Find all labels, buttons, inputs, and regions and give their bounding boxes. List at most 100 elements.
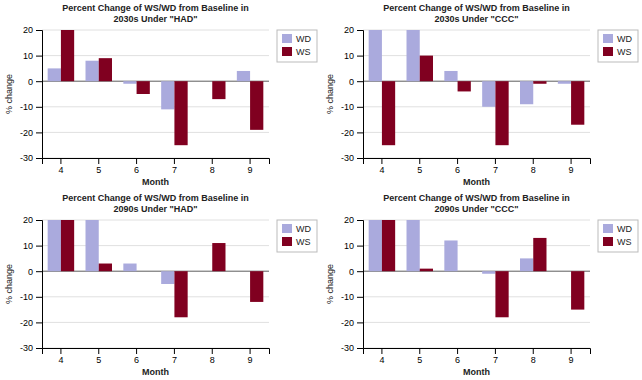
figure: -30-20-1001020456789Percent Change of WS… [0,0,642,380]
tick-label: 7 [493,165,498,175]
tick-label: 5 [96,355,101,365]
grid [363,30,590,158]
series [382,220,584,317]
tick-mark [36,297,42,298]
y-axis-title: % change [4,74,14,114]
tick-mark [457,348,458,354]
legend-swatch [603,237,613,246]
grid-line [42,271,269,272]
tick-label: 0 [349,267,354,277]
legend-label: WD [617,34,632,44]
bar [174,81,187,145]
tick: 7 [172,158,177,175]
tick-mark [136,158,137,164]
tick-mark [174,158,175,164]
tick: 8 [210,348,215,365]
tick-label: 0 [28,267,33,277]
grid-line [42,322,269,323]
axis-line [357,221,364,349]
tick: -10 [341,102,363,112]
legend-label: WS [617,47,632,57]
tick-mark [36,246,42,247]
bar [444,71,457,81]
tick: 8 [531,348,536,365]
legend-swatch [282,47,292,56]
bar [61,220,74,271]
tick: 9 [248,348,253,365]
tick-label: -20 [341,128,354,138]
tick-label: 7 [172,355,177,365]
bar [212,243,225,271]
x-axis-title: Month [142,367,169,377]
title-line: Percent Change of WS/WD from Baseline in [62,193,249,203]
tick: 8 [210,158,215,175]
bar [558,271,571,272]
tick-mark [36,30,42,31]
tick-mark [457,158,458,164]
series [382,56,584,146]
bar [199,81,212,82]
tick: 6 [134,158,139,175]
tick-mark [36,322,42,323]
bar [420,56,433,82]
series [48,61,250,110]
bar [99,58,112,81]
title: Percent Change of WS/WD from Baseline in… [62,193,249,214]
title-line: Percent Change of WS/WD from Baseline in [383,193,570,203]
series [48,220,175,284]
legend-frame [598,220,638,252]
bar [558,81,571,84]
tick-label: 8 [210,165,215,175]
legend-frame [277,30,317,62]
tick-mark [36,132,42,133]
tick-mark [357,30,363,31]
tick-label: 5 [96,165,101,175]
bar [237,271,250,272]
bar [161,81,174,109]
bar [482,81,495,107]
grid-line [42,106,269,107]
tick: 5 [417,158,422,175]
tick-mark [357,56,363,57]
bar [99,264,112,272]
bar [482,271,495,274]
title-line: Percent Change of WS/WD from Baseline in [62,3,249,13]
tick-mark [98,158,99,164]
tick: 20 [344,215,363,225]
legend-label: WS [296,47,311,57]
title: Percent Change of WS/WD from Baseline in… [383,193,570,214]
tick: 6 [455,158,460,175]
tick-label: -30 [20,343,33,353]
tick: 4 [379,158,384,175]
tick-label: 20 [23,215,33,225]
tick: 4 [58,348,63,365]
axis-line [36,221,43,349]
bar [533,81,546,84]
y-axis: -30-20-1001020 [341,25,364,163]
legend-swatch [282,237,292,246]
tick-label: 6 [455,355,460,365]
tick-label: 4 [58,355,63,365]
bar [48,220,61,271]
tick-label: 9 [569,165,574,175]
bar [174,271,187,317]
tick-mark [36,107,42,108]
bar [369,30,382,81]
axis-line [43,159,270,165]
grid-line [363,132,590,133]
tick: 8 [531,158,536,175]
tick: 9 [569,348,574,365]
legend-entry: WS [603,237,632,247]
tick: 6 [455,348,460,365]
tick-mark [36,271,42,272]
grid [363,220,590,348]
tick-label: 6 [134,165,139,175]
legend-swatch [282,34,292,43]
tick-label: -30 [341,343,354,353]
grid-line [42,132,269,133]
tick-mark [136,348,137,354]
tick-mark [357,81,363,82]
bars [369,220,585,317]
tick-label: -10 [341,292,354,302]
tick-mark [36,56,42,57]
